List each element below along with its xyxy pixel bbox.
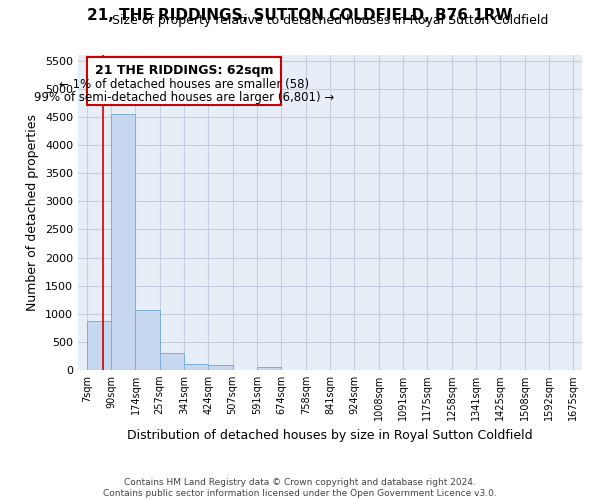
Bar — [160, 353, 184, 370]
Text: ← 1% of detached houses are smaller (58): ← 1% of detached houses are smaller (58) — [59, 78, 309, 91]
Bar — [257, 367, 281, 370]
Bar — [208, 365, 233, 370]
Text: 21 THE RIDDINGS: 62sqm: 21 THE RIDDINGS: 62sqm — [95, 64, 273, 77]
Text: 99% of semi-detached houses are larger (6,801) →: 99% of semi-detached houses are larger (… — [34, 91, 334, 104]
Bar — [184, 364, 208, 370]
X-axis label: Distribution of detached houses by size in Royal Sutton Coldfield: Distribution of detached houses by size … — [127, 428, 533, 442]
Title: Size of property relative to detached houses in Royal Sutton Coldfield: Size of property relative to detached ho… — [112, 14, 548, 28]
FancyBboxPatch shape — [87, 56, 281, 104]
Text: Contains HM Land Registry data © Crown copyright and database right 2024.
Contai: Contains HM Land Registry data © Crown c… — [103, 478, 497, 498]
Bar — [111, 114, 135, 370]
Y-axis label: Number of detached properties: Number of detached properties — [26, 114, 40, 311]
Bar — [136, 310, 160, 370]
Bar — [87, 320, 111, 370]
Text: 21, THE RIDDINGS, SUTTON COLDFIELD, B76 1RW: 21, THE RIDDINGS, SUTTON COLDFIELD, B76 … — [88, 8, 512, 22]
